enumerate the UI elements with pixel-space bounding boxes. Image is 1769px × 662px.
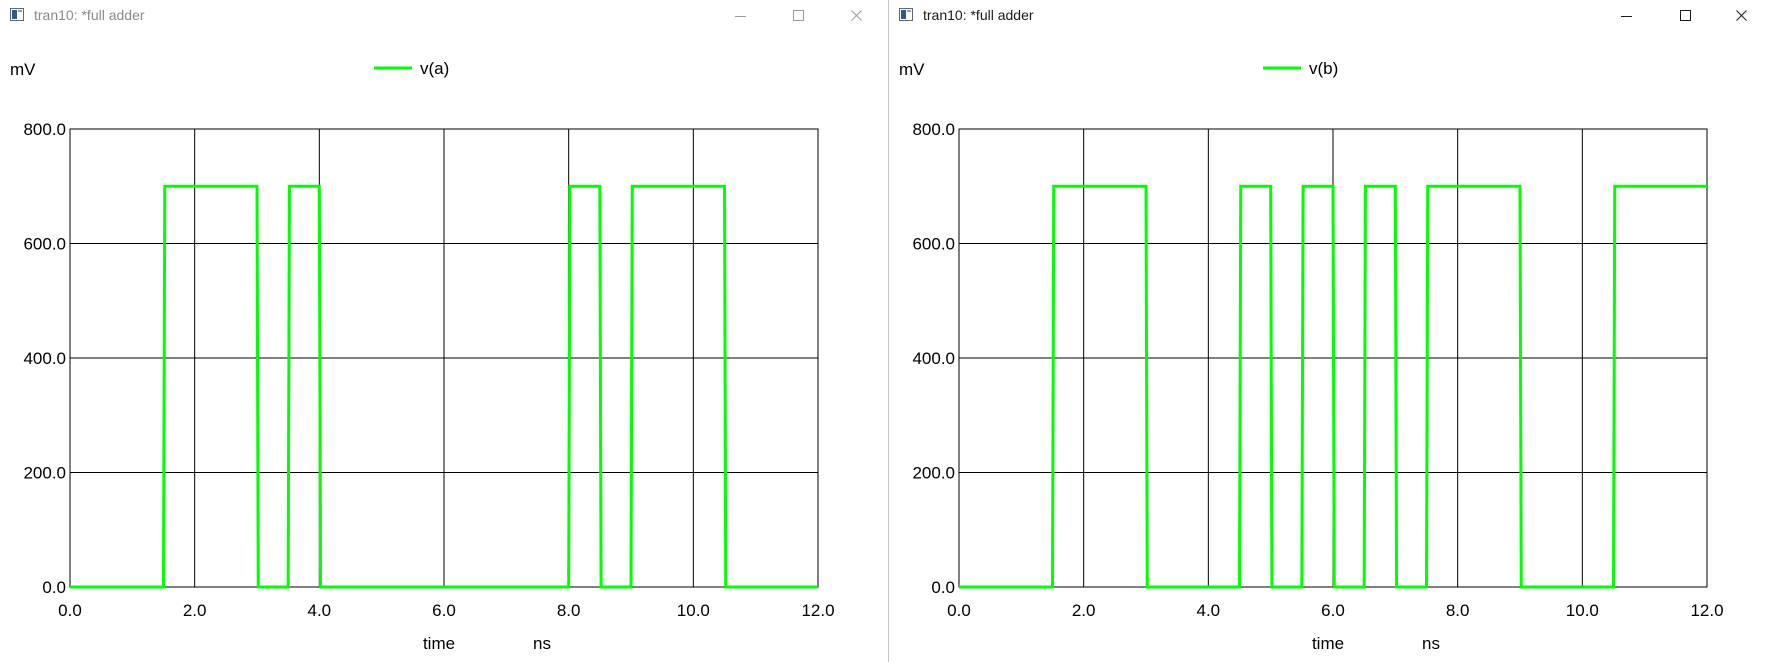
x-tick-label: 8.0 xyxy=(557,601,581,620)
series-line-vb xyxy=(959,184,1707,589)
y-tick-label: 200.0 xyxy=(23,464,66,483)
x-tick-label: 2.0 xyxy=(183,601,207,620)
app-icon[interactable] xyxy=(899,8,913,21)
window-divider xyxy=(888,0,889,662)
close-icon xyxy=(851,9,862,21)
maximize-button[interactable] xyxy=(776,0,822,31)
waveform-plot[interactable]: mV v(a) 0.0 200.0 400.0 600.0 800.0 0.0 2.0 4.0 6.… xyxy=(0,31,888,662)
title-bar[interactable]: tran10: *full adder xyxy=(889,0,1769,31)
title-bar[interactable]: tran10: *full adder xyxy=(0,0,888,31)
window-title: tran10: *full adder xyxy=(34,7,145,23)
plot-window-right: tran10: *full adder mV v(b) 0.0 200.0 400.0 6… xyxy=(889,0,1769,662)
x-tick-label: 0.0 xyxy=(947,601,971,620)
minimize-button[interactable] xyxy=(718,0,764,31)
close-button[interactable] xyxy=(834,0,880,31)
window-title: tran10: *full adder xyxy=(923,7,1034,23)
x-axis-unit-label: ns xyxy=(1422,634,1440,653)
series-line-va xyxy=(70,184,818,589)
x-tick-label: 6.0 xyxy=(432,601,456,620)
y-tick-label: 0.0 xyxy=(931,578,955,597)
waveform-plot[interactable]: mV v(b) 0.0 200.0 400.0 600.0 800.0 0.0 2.0 4.0 6.… xyxy=(889,31,1769,662)
y-tick-label: 200.0 xyxy=(912,464,955,483)
x-tick-label: 12.0 xyxy=(801,601,834,620)
app-icon[interactable] xyxy=(10,8,24,21)
y-tick-label: 0.0 xyxy=(42,578,66,597)
x-tick-label: 12.0 xyxy=(1690,601,1723,620)
x-tick-label: 10.0 xyxy=(677,601,710,620)
y-tick-label: 600.0 xyxy=(23,235,66,254)
legend-label: v(b) xyxy=(1309,59,1338,78)
y-tick-label: 400.0 xyxy=(912,349,955,368)
minimize-icon xyxy=(735,15,746,17)
x-tick-label: 4.0 xyxy=(1197,601,1221,620)
x-axis-label: time xyxy=(423,634,455,653)
x-tick-label: 4.0 xyxy=(308,601,332,620)
x-tick-label: 6.0 xyxy=(1321,601,1345,620)
y-axis-unit-label: mV xyxy=(899,60,925,79)
x-axis-unit-label: ns xyxy=(533,634,551,653)
minimize-icon xyxy=(1621,15,1632,17)
y-axis-unit-label: mV xyxy=(10,60,36,79)
y-tick-label: 600.0 xyxy=(912,235,955,254)
y-tick-label: 400.0 xyxy=(23,349,66,368)
minimize-button[interactable] xyxy=(1604,0,1650,31)
x-tick-label: 0.0 xyxy=(58,601,82,620)
plot-window-left: tran10: *full adder mV v(a) 0.0 200.0 400.0 6… xyxy=(0,0,888,662)
y-tick-label: 800.0 xyxy=(23,120,66,139)
y-tick-label: 800.0 xyxy=(912,120,955,139)
legend-label: v(a) xyxy=(420,59,449,78)
close-icon xyxy=(1736,9,1747,21)
maximize-icon xyxy=(1680,9,1691,21)
x-axis-label: time xyxy=(1312,634,1344,653)
maximize-button[interactable] xyxy=(1663,0,1709,31)
x-tick-label: 10.0 xyxy=(1566,601,1599,620)
maximize-icon xyxy=(793,9,804,21)
x-tick-label: 2.0 xyxy=(1072,601,1096,620)
close-button[interactable] xyxy=(1719,0,1765,31)
x-tick-label: 8.0 xyxy=(1446,601,1470,620)
